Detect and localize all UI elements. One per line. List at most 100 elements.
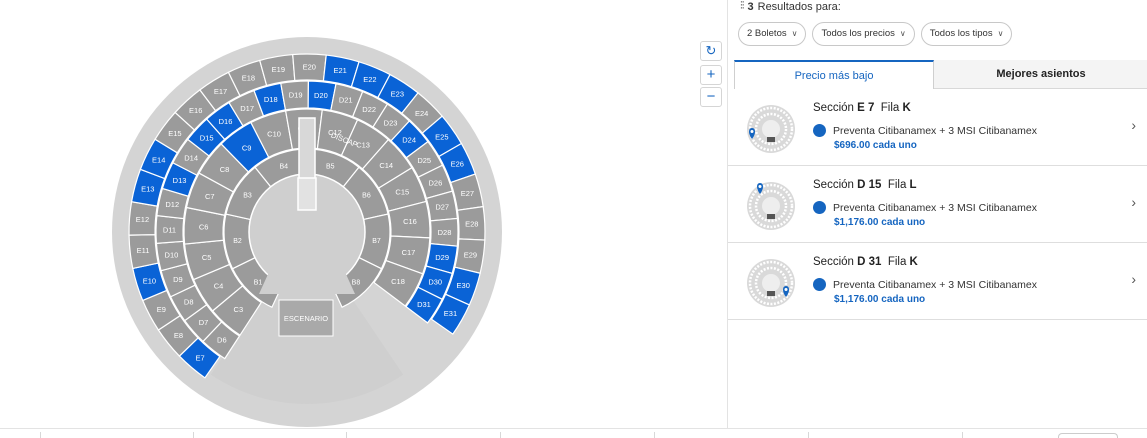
section-e11[interactable]: E11 bbox=[128, 234, 159, 270]
section-label: E25 bbox=[435, 133, 448, 142]
result-title: Sección E 7 Fila K bbox=[813, 102, 911, 114]
section-c18[interactable]: C18 bbox=[373, 259, 424, 307]
location-pin-icon bbox=[749, 128, 755, 139]
section-label: D16 bbox=[219, 117, 233, 126]
result-title: Sección D 15 Fila L bbox=[813, 179, 917, 191]
list-item[interactable]: Sección D 31 Fila K Preventa Citibanamex… bbox=[728, 243, 1147, 320]
section-label: D17 bbox=[240, 104, 254, 113]
section-e19[interactable]: E19 bbox=[258, 53, 296, 87]
section-label: C13 bbox=[356, 141, 370, 150]
section-label: B7 bbox=[372, 238, 381, 245]
offer-dot-icon bbox=[813, 201, 826, 214]
section-label: D24 bbox=[402, 136, 416, 145]
divider bbox=[40, 432, 41, 438]
section-label: C3 bbox=[234, 305, 244, 314]
offer-dot-icon bbox=[813, 124, 826, 137]
section-label: D11 bbox=[163, 225, 176, 234]
price-filter[interactable]: Todos los precios ∨ bbox=[812, 22, 915, 46]
chevron-right-icon: › bbox=[1131, 117, 1136, 133]
list-item[interactable]: Sección E 7 Fila K Preventa Citibanamex … bbox=[728, 89, 1147, 166]
zoom-out-button[interactable]: − bbox=[700, 87, 722, 107]
section-label: C5 bbox=[202, 253, 212, 262]
chevron-down-icon: ∨ bbox=[791, 29, 798, 38]
section-label: D23 bbox=[384, 118, 398, 127]
section-label: C18 bbox=[391, 277, 405, 286]
section-label: E19 bbox=[272, 65, 285, 74]
section-d19[interactable]: D19 bbox=[280, 80, 310, 111]
section-label: D22 bbox=[362, 105, 376, 114]
section-label: D28 bbox=[438, 228, 452, 237]
tickets-filter[interactable]: 2 Boletos ∨ bbox=[738, 22, 807, 46]
section-label: D7 bbox=[199, 318, 209, 327]
result-offer: Preventa Citibanamex + 3 MSI Citibanamex bbox=[813, 278, 1037, 291]
section-e31[interactable]: E31 bbox=[430, 293, 471, 335]
tab-lowest-price[interactable]: Precio más bajo bbox=[734, 60, 934, 89]
section-label: D30 bbox=[428, 277, 442, 286]
section-d31[interactable]: D31 bbox=[405, 286, 443, 324]
reset-map-icon[interactable]: ↻ bbox=[700, 41, 722, 61]
location-pin-icon bbox=[783, 286, 789, 297]
offer-dot-icon bbox=[813, 278, 826, 291]
section-label: E12 bbox=[136, 215, 149, 224]
svg-text:ESCENARIO: ESCENARIO bbox=[284, 314, 328, 323]
result-price: $696.00 cada uno bbox=[834, 140, 917, 151]
section-label: E22 bbox=[363, 75, 376, 84]
section-label: D13 bbox=[173, 176, 187, 185]
section-label: D14 bbox=[184, 154, 198, 163]
section-label: E7 bbox=[195, 353, 204, 362]
section-label: D25 bbox=[417, 156, 431, 165]
result-price: $1,176.00 cada uno bbox=[834, 294, 926, 305]
section-e12[interactable]: E12 bbox=[128, 201, 158, 236]
section-label: B8 bbox=[352, 279, 361, 286]
section-label: E24 bbox=[415, 109, 428, 118]
section-e20[interactable]: E20 bbox=[292, 53, 327, 82]
section-d11[interactable]: D11 bbox=[155, 214, 185, 244]
section-label: C15 bbox=[395, 187, 409, 196]
section-label: C7 bbox=[205, 192, 215, 201]
zoom-in-button[interactable]: + bbox=[700, 65, 722, 85]
section-label: D19 bbox=[289, 91, 303, 100]
tab-best-seats[interactable]: Mejores asientos bbox=[934, 60, 1147, 89]
bottom-button[interactable] bbox=[1058, 433, 1118, 438]
section-label: D29 bbox=[435, 253, 449, 262]
section-label: E14 bbox=[152, 155, 165, 164]
section-label: C14 bbox=[379, 161, 393, 170]
venue-thumbnail bbox=[747, 105, 795, 153]
section-label: D18 bbox=[264, 95, 278, 104]
seat-map: E7 E8 E9 E10 E11 E12 E13 E14 E15 E16 E17 E18 E19 E20 E… bbox=[112, 37, 502, 427]
section-label: E17 bbox=[214, 87, 227, 96]
section-label: E29 bbox=[464, 251, 477, 260]
section-label: E28 bbox=[465, 220, 478, 229]
section-label: C4 bbox=[214, 281, 224, 290]
section-label: E26 bbox=[451, 159, 464, 168]
section-label: D15 bbox=[200, 134, 214, 143]
section-d28[interactable]: D28 bbox=[429, 217, 459, 247]
chevron-down-icon: ∨ bbox=[899, 29, 906, 38]
section-label: D10 bbox=[165, 251, 179, 260]
runway-end bbox=[297, 177, 317, 211]
section-label: E18 bbox=[242, 73, 255, 82]
section-label: E10 bbox=[143, 276, 156, 285]
section-label: D20 bbox=[314, 91, 328, 100]
section-label: D8 bbox=[184, 298, 194, 307]
result-list: Sección E 7 Fila K Preventa Citibanamex … bbox=[728, 89, 1147, 320]
divider bbox=[808, 432, 809, 438]
divider bbox=[500, 432, 501, 438]
arena-floor-extension bbox=[259, 272, 355, 294]
venue-thumbnail bbox=[747, 259, 795, 307]
section-label: C9 bbox=[242, 144, 252, 153]
list-item[interactable]: Sección D 15 Fila L Preventa Citibanamex… bbox=[728, 166, 1147, 243]
venue-thumbnail bbox=[747, 182, 795, 230]
section-e28[interactable]: E28 bbox=[456, 205, 486, 241]
section-label: C10 bbox=[267, 130, 281, 139]
section-label: E30 bbox=[457, 281, 470, 290]
type-filter[interactable]: Todos los tipos ∨ bbox=[920, 22, 1013, 46]
section-label: E16 bbox=[189, 106, 202, 115]
section-label: E8 bbox=[174, 331, 183, 340]
section-label: D6 bbox=[217, 336, 227, 345]
price-filter-label: Todos los precios bbox=[821, 28, 895, 39]
location-pin-icon bbox=[757, 183, 763, 194]
section-label: E13 bbox=[141, 184, 154, 193]
section-label: E15 bbox=[168, 129, 181, 138]
